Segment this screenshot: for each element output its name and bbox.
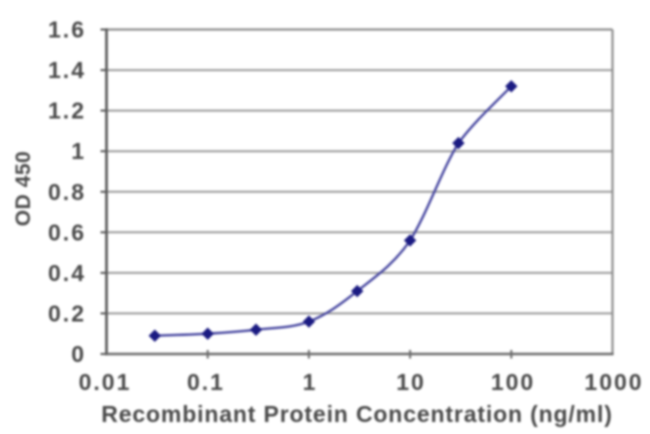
svg-text:0.01: 0.01 [79, 369, 132, 395]
svg-text:0: 0 [71, 341, 86, 367]
svg-text:100: 100 [491, 369, 535, 395]
svg-text:1.4: 1.4 [48, 57, 86, 83]
svg-text:0.2: 0.2 [48, 300, 86, 326]
svg-text:1: 1 [303, 369, 318, 395]
svg-text:10: 10 [396, 369, 426, 395]
svg-text:1: 1 [71, 138, 86, 164]
svg-text:0.1: 0.1 [187, 369, 225, 395]
svg-text:1.2: 1.2 [48, 98, 86, 124]
svg-text:1.6: 1.6 [48, 17, 86, 43]
svg-text:0.4: 0.4 [48, 260, 86, 286]
svg-text:1000: 1000 [584, 369, 643, 395]
svg-text:0.8: 0.8 [48, 179, 86, 205]
svg-text:Recombinant Protein Concentrat: Recombinant Protein Concentration (ng/ml… [101, 401, 612, 427]
svg-text:OD 450: OD 450 [12, 151, 35, 226]
svg-text:0.6: 0.6 [48, 219, 86, 245]
